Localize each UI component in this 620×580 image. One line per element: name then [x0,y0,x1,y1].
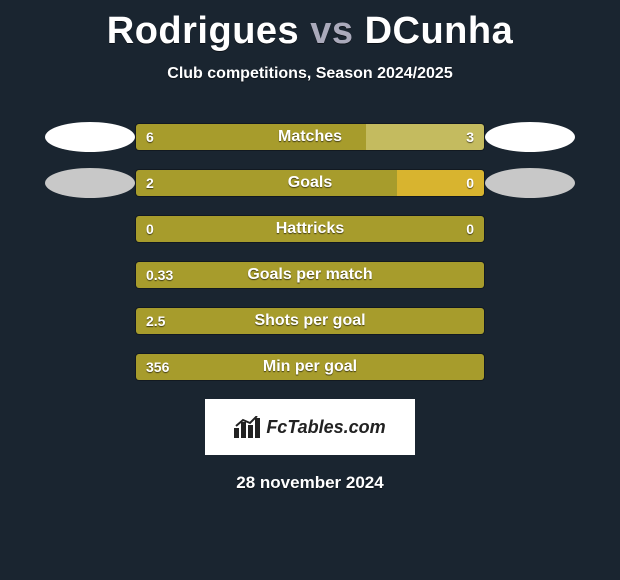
site-logo: FcTables.com [205,399,415,455]
right-crest-slot [485,168,575,198]
subtitle: Club competitions, Season 2024/2025 [0,65,620,83]
left-crest-slot [45,168,135,198]
stat-row: Shots per goal2.5 [0,307,620,335]
page-title: Rodrigues vs DCunha [0,0,620,53]
stat-row: Matches63 [0,123,620,151]
bar-left [136,216,484,242]
vs-text: vs [310,10,353,52]
stat-row: Goals per match0.33 [0,261,620,289]
player2-name: DCunha [365,10,514,52]
bar-right [366,124,484,150]
left-crest-slot [45,122,135,152]
stat-row: Hattricks00 [0,215,620,243]
stat-row: Min per goal356 [0,353,620,381]
team-crest-placeholder [45,122,135,152]
player1-name: Rodrigues [107,10,299,52]
bar-left [136,124,366,150]
bar-left [136,262,484,288]
logo-text: FcTables.com [266,417,385,438]
bar-right [397,170,484,196]
stat-bar: Goals per match0.33 [135,261,485,289]
bar-left [136,308,484,334]
stat-bar: Hattricks00 [135,215,485,243]
stat-bar: Shots per goal2.5 [135,307,485,335]
team-crest-placeholder [485,122,575,152]
stats-area: Matches63 Goals20 Hattricks00 Goals per mat… [0,123,620,381]
chart-icon [234,416,260,438]
right-crest-slot [485,122,575,152]
bar-left [136,354,484,380]
date: 28 november 2024 [0,473,620,493]
stat-bar: Matches63 [135,123,485,151]
comparison-card: Rodrigues vs DCunha Club competitions, S… [0,0,620,580]
stat-bar: Min per goal356 [135,353,485,381]
team-crest-placeholder [485,168,575,198]
stat-bar: Goals20 [135,169,485,197]
stat-row: Goals20 [0,169,620,197]
bar-left [136,170,397,196]
team-crest-placeholder [45,168,135,198]
